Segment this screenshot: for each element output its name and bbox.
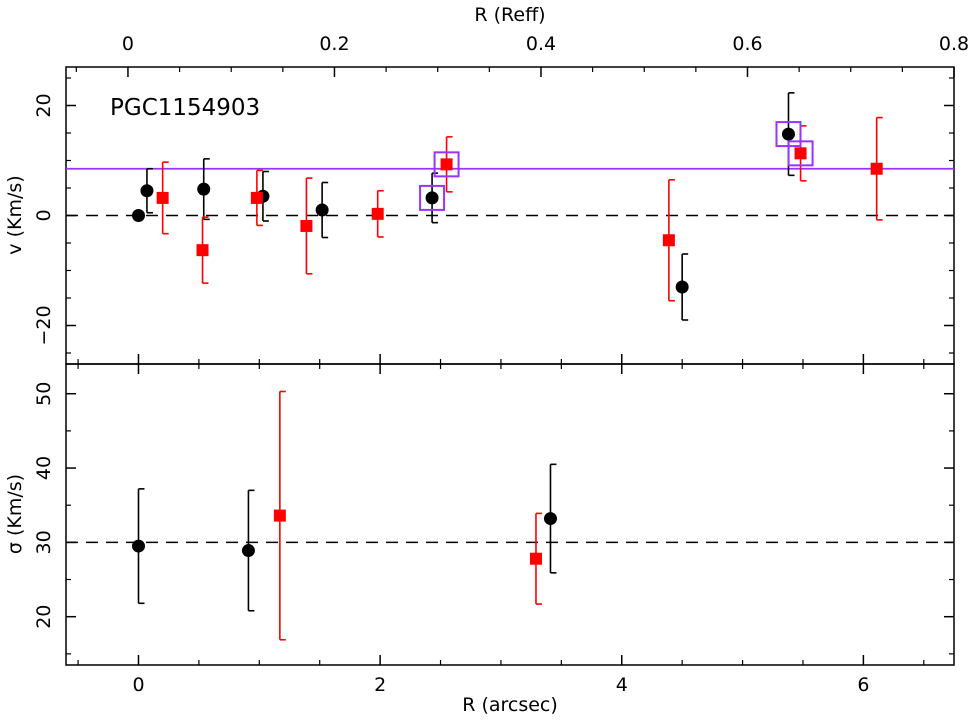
data-point-circle: [197, 182, 211, 196]
data-point-circle: [131, 209, 145, 222]
y-tick-label: 20: [33, 93, 55, 117]
dispersion-panel-frame: [65, 363, 955, 666]
bottom-tick-label: 0: [132, 674, 144, 696]
data-point-circle: [675, 280, 689, 294]
bottom-axis-label: R (arcsec): [462, 694, 558, 716]
top-tick-label: 0.4: [526, 33, 556, 55]
data-point-circle: [781, 127, 795, 141]
data-point-square: [529, 552, 542, 565]
object-label: PGC1154903: [110, 95, 260, 121]
data-point-square: [371, 207, 384, 220]
top-tick-label: 0.6: [732, 33, 762, 55]
data-point-square: [250, 191, 263, 204]
y-tick-label: 50: [33, 382, 55, 406]
highlight-box: [433, 151, 460, 178]
y-tick-label: 20: [33, 605, 55, 629]
bottom-tick-label: 6: [857, 674, 869, 696]
dispersion-y-axis-label: σ (Km/s): [4, 474, 26, 554]
y-tick-label: 0: [33, 209, 55, 221]
top-tick-label: 0.8: [939, 33, 968, 55]
top-axis-label: R (Reff): [474, 4, 545, 26]
bottom-axis: 0 2 4 6 R (arcsec): [77, 655, 925, 716]
bottom-axis-ticks: 0 2 4 6: [77, 655, 925, 696]
data-point-circle: [315, 203, 329, 217]
y-tick-label: −20: [33, 305, 55, 345]
data-point-square: [794, 147, 807, 160]
data-point-square: [440, 158, 453, 171]
data-point-circle: [543, 512, 557, 526]
y-tick-label: 30: [33, 530, 55, 554]
data-point-square: [300, 219, 313, 232]
data-point-circle: [140, 184, 154, 198]
data-point-circle: [131, 539, 145, 553]
bottom-tick-label: 4: [616, 674, 628, 696]
dispersion-panel-marks: 20 30 40 50: [33, 364, 954, 655]
highlight-box: [419, 184, 446, 211]
highlight-box: [787, 140, 814, 167]
bottom-tick-label: 2: [374, 674, 386, 696]
data-point-square: [156, 191, 169, 204]
top-axis: R (Reff) 0 0.2 0.4 0.6 0.8: [75, 4, 968, 77]
top-tick-label: 0.2: [319, 33, 349, 55]
data-point-circle: [425, 191, 439, 205]
data-point-square: [196, 244, 209, 257]
velocity-y-axis-label: v (Km/s): [4, 175, 26, 254]
data-point-square: [662, 234, 675, 247]
data-point-circle: [241, 544, 255, 558]
data-point-square: [870, 162, 883, 175]
top-tick-label: 0: [122, 33, 134, 55]
velocity-panel: PGC1154903 v (Km/s) −20 0 20: [4, 66, 955, 365]
data-point-square: [273, 509, 286, 522]
y-tick-label: 40: [33, 456, 55, 480]
top-axis-ticks: 0 0.2 0.4 0.6 0.8: [75, 33, 968, 77]
velocity-panel-marks: −20 0 20: [33, 77, 954, 364]
dispersion-panel: σ (Km/s) 20 30 40 50: [4, 363, 955, 666]
